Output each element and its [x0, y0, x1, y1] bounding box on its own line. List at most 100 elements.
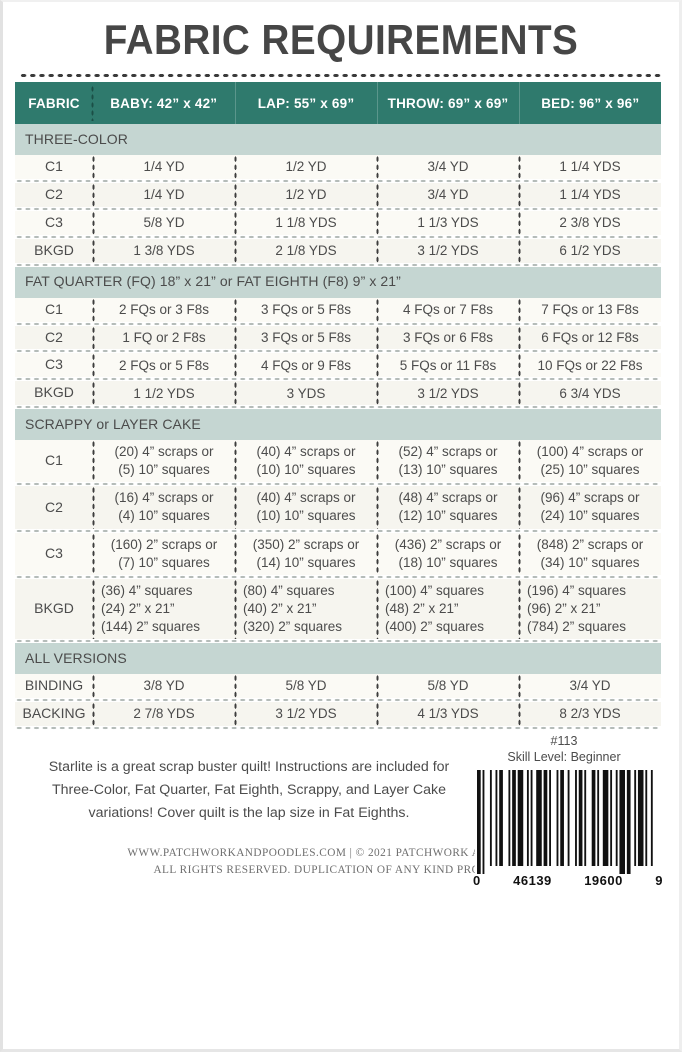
legal-footer: WWW.PATCHWORKANDPOODLES.COM | © 2021 PAT…	[19, 845, 663, 879]
table-row: C1 (20) 4” scraps or (5) 10” squares (40) 4…	[15, 440, 667, 483]
data-cell: 1 1/8 YDS	[233, 210, 377, 235]
row-label: C1	[15, 440, 93, 483]
data-cell: (350) 2” scraps or (14) 10” squares	[233, 532, 377, 575]
table-row: BKGD 1 3/8 YDS 2 1/8 YDS 3 1/2 YDS 6 1/2 YDS	[15, 238, 667, 263]
row-label: C1	[15, 297, 93, 322]
skill-level: Skill Level: Beginner	[507, 750, 621, 765]
data-cell: 1 FQ or 2 F8s	[91, 325, 235, 350]
row-label: BKGD	[15, 238, 93, 263]
data-cell: 3 FQs or 6 F8s	[375, 325, 519, 350]
data-cell: (36) 4” squares (24) 2” x 21” (144) 2” squ…	[91, 578, 235, 640]
column-header-baby: BABY: 42” x 42”	[93, 82, 236, 124]
table-row: BACKING 2 7/8 YDS 3 1/2 YDS 4 1/3 YDS 8 2/3 …	[15, 701, 667, 726]
data-cell: 3 YDS	[233, 381, 377, 406]
row-separator	[15, 234, 667, 239]
data-cell: 10 FQs or 22 F8s	[517, 353, 661, 378]
data-cell: 1/2 YD	[233, 182, 377, 207]
data-cell: 1 3/8 YDS	[91, 238, 235, 263]
table-row: C2 (16) 4” scraps or (4) 10” squares (40) 4…	[15, 486, 667, 529]
legal-line-1: WWW.PATCHWORKANDPOODLES.COM | © 2021 PAT…	[127, 846, 555, 859]
data-cell: (100) 4” squares (48) 2” x 21” (400) 2” sq…	[375, 578, 519, 640]
data-cell: 2 1/8 YDS	[233, 238, 377, 263]
section-heading: FAT QUARTER (FQ) 18” x 21” or FAT EIGHTH…	[15, 266, 661, 298]
data-cell: 6 3/4 YDS	[517, 381, 661, 406]
data-cell: 4 1/3 YDS	[375, 701, 519, 726]
row-label: BACKING	[15, 701, 93, 726]
data-cell: (80) 4” squares (40) 2” x 21” (320) 2” squ…	[233, 578, 377, 640]
table-row: C3 2 FQs or 5 F8s 4 FQs or 9 F8s 5 FQs or 1…	[15, 353, 667, 378]
table-head: FABRIC BABY: 42” x 42” LAP: 55” x 69” TH…	[15, 82, 667, 124]
row-label: BKGD	[15, 578, 93, 639]
data-cell: 4 FQs or 7 F8s	[375, 297, 519, 322]
data-cell: 3/4 YD	[375, 182, 519, 207]
column-header-fabric: FABRIC	[15, 82, 94, 124]
row-separator	[15, 725, 667, 730]
data-cell: 1/4 YD	[91, 182, 235, 207]
barcode-digit-group2: 19600	[584, 872, 623, 888]
data-cell: 1 1/2 YDS	[91, 381, 235, 406]
row-separator	[15, 321, 667, 326]
section-header-row: SCRAPPY or LAYER CAKE	[15, 409, 667, 441]
data-cell: (196) 4” squares (96) 2” x 21” (784) 2” sq…	[517, 578, 661, 640]
data-cell: 3 1/2 YDS	[375, 238, 519, 263]
row-separator	[15, 697, 667, 702]
barcode-digit-group1: 46139	[513, 872, 552, 888]
fabric-requirements-table: FABRIC BABY: 42” x 42” LAP: 55” x 69” TH…	[15, 82, 667, 730]
data-cell: 7 FQs or 13 F8s	[517, 297, 661, 322]
table-body: THREE-COLOR C1 1/4 YD 1/2 YD 3/4 YD 1 1/4 YDS…	[15, 124, 667, 730]
sku-number: #113	[550, 733, 578, 748]
row-label: C3	[15, 353, 93, 378]
data-cell: 3 FQs or 5 F8s	[233, 297, 377, 322]
row-separator	[15, 377, 667, 382]
data-cell: 2 3/8 YDS	[517, 210, 661, 235]
data-cell: 8 2/3 YDS	[517, 701, 661, 726]
row-label: C2	[15, 182, 93, 207]
column-header-lap: LAP: 55” x 69”	[235, 82, 378, 124]
data-cell: 2 7/8 YDS	[91, 701, 235, 726]
data-cell: 3/4 YD	[517, 673, 661, 698]
data-cell: 5/8 YD	[375, 673, 519, 698]
footer-area: #113 Skill Level: Beginner 0 46139 19600…	[15, 734, 667, 888]
row-label: C2	[15, 486, 93, 529]
description-blurb: Starlite is a great scrap buster quilt! …	[48, 758, 450, 821]
data-cell: 3 FQs or 5 F8s	[233, 325, 377, 350]
row-label: BKGD	[15, 381, 93, 406]
barcode-digits: 0 46139 19600 9	[473, 873, 663, 888]
data-cell: (52) 4” scraps or (13) 10” squares	[375, 440, 519, 483]
data-cell: 1 1/4 YDS	[517, 182, 661, 207]
data-cell: 3 1/2 YDS	[375, 381, 519, 406]
data-cell: 5/8 YD	[233, 673, 377, 698]
legal-line-2: ALL RIGHTS RESERVED. DUPLICATION OF ANY …	[153, 863, 529, 876]
table-row: BKGD 1 1/2 YDS 3 YDS 3 1/2 YDS 6 3/4 YDS	[15, 381, 667, 406]
row-separator	[15, 206, 667, 211]
data-cell: (48) 4” scraps or (12) 10” squares	[375, 486, 519, 529]
barcode-image	[475, 769, 661, 874]
section-header-row: FAT QUARTER (FQ) 18” x 21” or FAT EIGHTH…	[15, 266, 667, 298]
table-row: BINDING 3/8 YD 5/8 YD 5/8 YD 3/4 YD	[15, 673, 667, 698]
data-cell: 1/2 YD	[233, 155, 377, 179]
barcode-digit-right: 9	[655, 872, 663, 888]
section-heading: THREE-COLOR	[15, 124, 661, 155]
data-cell: 2 FQs or 5 F8s	[91, 353, 235, 378]
section-header-row: THREE-COLOR	[15, 124, 667, 155]
title-divider-dotted	[19, 72, 663, 77]
data-cell: 3 1/2 YDS	[233, 701, 377, 726]
column-header-bed: BED: 96” x 96”	[519, 82, 661, 124]
sku-barcode-block: #113 Skill Level: Beginner 0 46139 19600…	[465, 734, 663, 888]
row-separator	[15, 349, 667, 354]
data-cell: 4 FQs or 9 F8s	[233, 353, 377, 378]
table-row: BKGD (36) 4” squares (24) 2” x 21” (144) 2”…	[15, 578, 667, 640]
row-label: C3	[15, 210, 93, 235]
data-cell: 3/8 YD	[91, 673, 235, 698]
data-cell: 1 1/4 YDS	[517, 155, 661, 179]
section-heading: SCRAPPY or LAYER CAKE	[15, 409, 661, 441]
row-separator	[15, 574, 667, 579]
data-cell: (20) 4” scraps or (5) 10” squares	[91, 440, 235, 483]
row-separator	[15, 638, 667, 643]
data-cell: (40) 4” scraps or (10) 10” squares	[233, 486, 377, 529]
data-cell: (848) 2” scraps or (34) 10” squares	[517, 532, 661, 575]
row-label: C2	[15, 325, 93, 350]
table-row: C2 1/4 YD 1/2 YD 3/4 YD 1 1/4 YDS	[15, 182, 667, 207]
data-cell: 6 FQs or 12 F8s	[517, 325, 661, 350]
